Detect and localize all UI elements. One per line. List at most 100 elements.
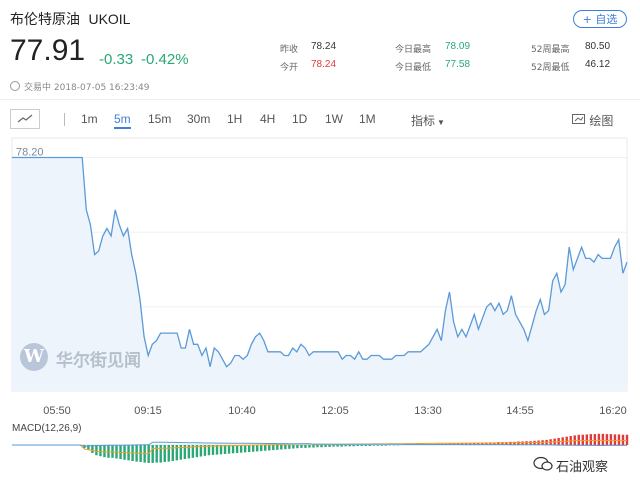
stat-label: 今日最低 (395, 63, 432, 73)
x-tick-label: 13:30 (414, 405, 442, 417)
macd-histogram-bar (489, 442, 492, 445)
x-tick-label: 05:50 (43, 405, 71, 417)
stat-label: 昨收 (280, 45, 299, 55)
macd-histogram-bar (284, 445, 287, 450)
macd-histogram-bar (573, 435, 576, 445)
macd-histogram-bar (601, 433, 605, 445)
macd-histogram-bar (292, 445, 295, 449)
x-tick-label: 12:05 (321, 405, 349, 417)
stat-value: 78.24 (311, 59, 337, 70)
indicator-menu[interactable]: 指标 ▼ (411, 112, 445, 129)
macd-histogram-bar (477, 442, 480, 445)
period-tab-1d[interactable]: 1D (292, 112, 308, 126)
macd-histogram-bar (380, 445, 384, 446)
macd-histogram-bar (219, 445, 223, 455)
macd-histogram-bar (280, 445, 283, 450)
period-tab-1m[interactable]: 1m (81, 112, 98, 126)
period-tab-1h[interactable]: 1H (227, 112, 243, 126)
macd-histogram-bar (308, 445, 311, 448)
macd-histogram-bar (243, 445, 247, 453)
macd-histogram-bar (625, 434, 629, 445)
macd-histogram-bar (509, 441, 512, 445)
macd-histogram-bar (473, 442, 476, 445)
x-tick-label: 14:55 (506, 405, 534, 417)
macd-histogram-bar (372, 445, 375, 446)
macd-histogram-bar (364, 445, 367, 446)
macd-histogram-bar (589, 434, 593, 445)
macd-histogram-bar (609, 434, 613, 445)
macd-histogram-bar (199, 445, 203, 457)
macd-histogram-bar (107, 445, 110, 458)
period-tab-15m[interactable]: 15m (148, 112, 172, 126)
macd-histogram-bar (179, 445, 183, 460)
status-text: 交易中 2018-07-05 16:23:49 (24, 83, 150, 93)
period-tab-1m[interactable]: 1M (359, 112, 376, 126)
macd-histogram-bar (505, 442, 508, 445)
macd-histogram-bar (255, 445, 259, 452)
macd-histogram-bar (384, 445, 388, 446)
stat-value: 78.09 (445, 41, 471, 52)
macd-histogram-bar (91, 445, 94, 453)
line-chart-icon (17, 114, 33, 123)
draw-icon (572, 114, 585, 124)
period-tab-1w[interactable]: 1W (325, 112, 343, 126)
stat-label: 今开 (280, 63, 299, 73)
macd-histogram-bar (597, 433, 601, 445)
wechat-account-name: 石油观察 (556, 460, 609, 475)
period-tab-5m[interactable]: 5m (114, 112, 131, 129)
last-price: 77.91 (10, 34, 86, 67)
macd-histogram-bar (187, 445, 191, 459)
macd-histogram-bar (497, 442, 500, 445)
macd-histogram-bar (95, 445, 98, 456)
macd-histogram-bar (581, 434, 584, 445)
macd-histogram-bar (513, 441, 516, 445)
macd-label: MACD(12,26,9) (12, 423, 81, 434)
macd-histogram-bar (103, 445, 106, 458)
macd-histogram-bar (521, 441, 524, 445)
macd-histogram-bar (159, 445, 162, 463)
macd-histogram-bar (336, 445, 339, 447)
macd-histogram-bar (231, 445, 235, 454)
macd-histogram-bar (304, 445, 307, 448)
macd-histogram-bar (155, 445, 158, 463)
x-tick-label: 10:40 (228, 405, 256, 417)
wechat-icon (533, 456, 553, 471)
macd-histogram-bar (87, 445, 90, 450)
macd-histogram-bar (356, 445, 359, 446)
price-change-percent: -0.42% (141, 51, 189, 68)
macd-histogram-bar (268, 445, 271, 451)
macd-histogram-bar (577, 434, 580, 445)
draw-button[interactable]: 绘图 (572, 112, 613, 129)
instrument-code: UKOIL (88, 11, 131, 27)
macd-histogram-bar (481, 442, 484, 445)
instrument-name: 布伦特原油 (10, 12, 80, 28)
stat-value: 80.50 (585, 41, 611, 52)
add-watchlist-button[interactable]: + 自选 (573, 10, 627, 28)
macd-histogram-bar (151, 445, 154, 463)
draw-label: 绘图 (589, 114, 614, 128)
macd-histogram-bar (195, 445, 199, 458)
macd-histogram-bar (264, 445, 267, 451)
x-tick-label: 09:15 (134, 405, 162, 417)
macd-histogram-bar (207, 445, 211, 456)
macd-histogram-bar (465, 443, 468, 445)
macd-histogram-bar (167, 445, 170, 462)
macd-histogram-bar (320, 445, 323, 448)
macd-histogram-bar (203, 445, 207, 456)
period-tab-30m[interactable]: 30m (187, 112, 211, 126)
period-tab-4h[interactable]: 4H (260, 112, 276, 126)
watermark-logo: W (20, 343, 48, 371)
stat-value: 46.12 (585, 59, 611, 70)
macd-histogram-bar (260, 445, 263, 452)
macd-histogram-bar (288, 445, 291, 449)
macd-histogram-bar (593, 434, 597, 445)
macd-histogram-bar (517, 441, 520, 445)
toolbar-divider (64, 113, 65, 126)
trading-status: 交易中 2018-07-05 16:23:49 (10, 80, 149, 93)
price-change: -0.33 (99, 51, 134, 68)
macd-histogram-bar (296, 445, 299, 449)
chart-type-button[interactable] (10, 109, 40, 129)
macd-histogram-bar (99, 445, 102, 457)
macd-histogram-bar (360, 445, 363, 446)
